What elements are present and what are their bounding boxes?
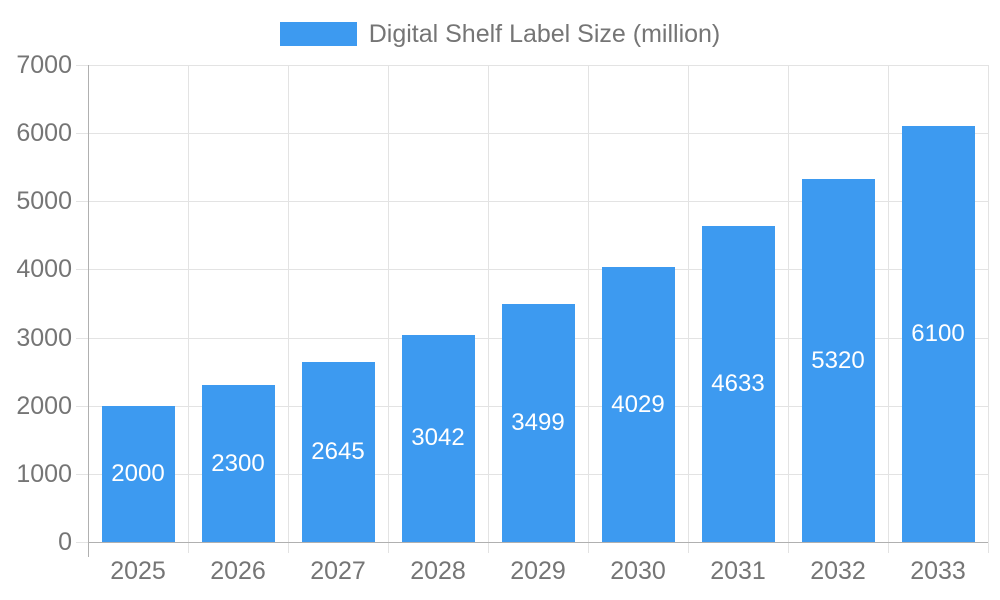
bar-value-label: 2300 [211,449,265,477]
y-axis-tick [76,269,88,271]
y-axis-tick [76,405,88,407]
bar-value-label: 3499 [511,408,565,436]
x-axis-label: 2033 [910,557,966,585]
x-axis-label: 2029 [510,557,566,585]
plot-area: 2000 2300 2645 3042 3499 4029 4633 5320 6100 [76,65,989,557]
y-axis-label: 1000 [16,459,72,488]
h-gridline [88,65,988,66]
bar[interactable]: 2645 [301,361,375,542]
x-axis-label: 2025 [110,557,166,585]
legend-swatch [279,22,357,46]
x-axis-line [88,542,988,543]
v-gridline [888,65,889,553]
h-gridline [88,201,988,203]
bar-value-label: 4633 [711,370,765,398]
bar[interactable]: 3499 [501,303,575,542]
bar-value-label: 4029 [611,390,665,418]
x-axis-label: 2031 [710,557,766,585]
bar[interactable]: 2300 [201,385,275,542]
y-axis-label: 0 [58,528,72,556]
y-axis-label: 3000 [16,323,72,352]
v-gridline [588,65,589,553]
y-axis-label: 5000 [16,187,72,216]
bar-value-label: 2645 [311,437,365,465]
y-axis-tick [76,133,88,135]
v-gridline [188,65,189,553]
x-axis-label: 2032 [810,557,866,585]
y-axis-line [88,65,89,557]
v-gridline [688,65,689,553]
y-axis-label: 2000 [16,391,72,420]
v-gridline [788,65,789,553]
bar[interactable]: 2000 [101,405,175,542]
bar-value-label: 5320 [811,346,865,374]
y-axis-tick [76,65,88,66]
y-axis-tick [76,201,88,203]
y-axis-label: 6000 [16,119,72,148]
v-gridline [488,65,489,553]
y-axis-label: 7000 [16,51,72,79]
h-gridline [88,269,988,271]
x-axis-label: 2030 [610,557,666,585]
bar[interactable]: 5320 [801,179,875,542]
y-axis-label: 4000 [16,255,72,284]
bar[interactable]: 4633 [701,226,775,542]
y-axis-tick [76,542,88,543]
v-gridline [288,65,289,553]
bar[interactable]: 3042 [401,334,475,542]
bar[interactable]: 4029 [601,267,675,542]
bar-value-label: 6100 [911,320,965,348]
bar-value-label: 2000 [111,459,165,487]
v-gridline [388,65,389,553]
legend-label: Digital Shelf Label Size (million) [368,19,721,48]
h-gridline [88,133,988,135]
legend[interactable]: Digital Shelf Label Size (million) [0,20,1000,48]
x-axis-label: 2027 [310,557,366,585]
bar[interactable]: 6100 [901,126,975,542]
x-axis-label: 2026 [210,557,266,585]
v-gridline [988,65,989,553]
y-axis-tick [76,473,88,475]
y-axis-tick [76,337,88,339]
bar-value-label: 3042 [411,424,465,452]
x-axis-label: 2028 [410,557,466,585]
